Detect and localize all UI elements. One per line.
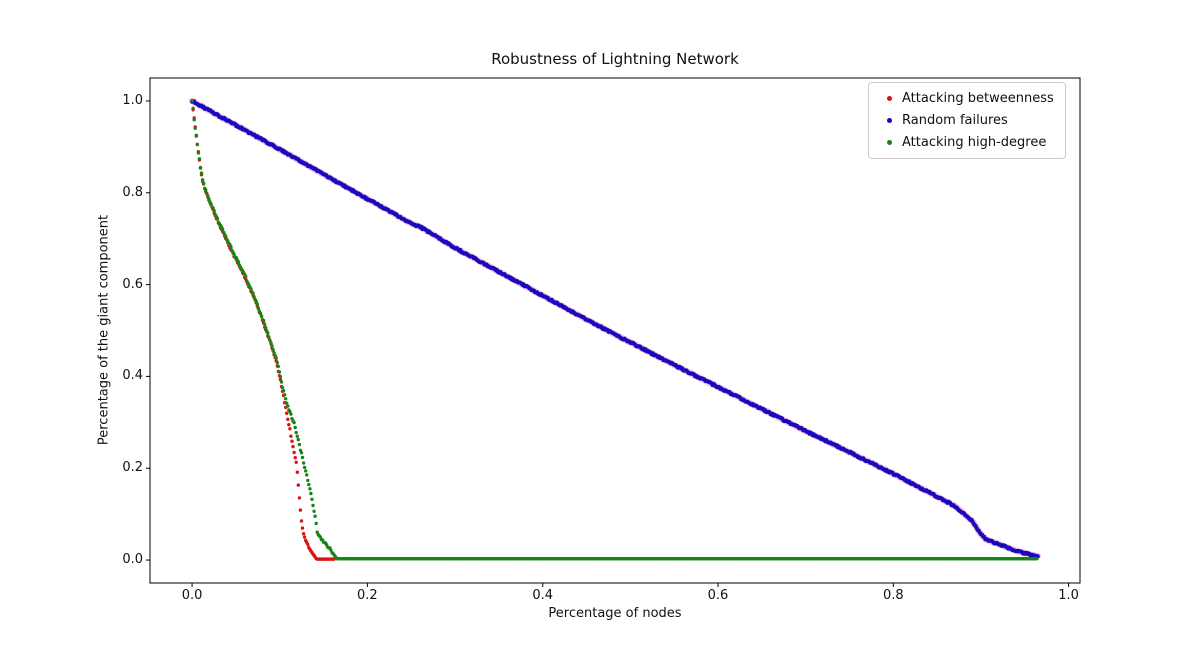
- y-tick-label: 0.4: [122, 368, 143, 384]
- legend-label: Attacking high-degree: [902, 135, 1047, 150]
- x-tick-label: 0.4: [532, 588, 554, 603]
- legend: Attacking betweenness Random failures At…: [868, 82, 1066, 159]
- y-tick-label: 0.8: [122, 184, 143, 200]
- legend-marker-attacking-high-degree-icon: [886, 140, 892, 145]
- y-tick-label: 0.6: [122, 276, 143, 292]
- chart-title: Robustness of Lightning Network: [491, 50, 739, 68]
- legend-item-random-failures: Random failures: [876, 111, 1054, 130]
- series-random-failures: [188, 97, 1042, 560]
- y-axis-label: Percentage of the giant component: [96, 214, 112, 446]
- x-tick-label: 0.0: [181, 588, 203, 603]
- legend-marker-attacking-betweenness-icon: [886, 96, 892, 101]
- x-tick-label: 1.0: [1058, 588, 1079, 603]
- legend-label: Attacking betweenness: [902, 91, 1054, 106]
- y-tick-label: 0.2: [122, 460, 143, 476]
- x-tick-label: 0.2: [357, 588, 378, 603]
- x-tick-label: 0.8: [882, 588, 904, 603]
- series-attacking-high-degree: [190, 98, 1039, 561]
- x-axis-label: Percentage of nodes: [548, 606, 682, 621]
- legend-item-attacking-betweenness: Attacking betweenness: [876, 89, 1054, 108]
- legend-label: Random failures: [902, 113, 1008, 128]
- legend-marker-random-failures-icon: [886, 118, 892, 123]
- x-tick-label: 0.6: [707, 588, 729, 603]
- legend-item-attacking-high-degree: Attacking high-degree: [876, 133, 1054, 152]
- y-tick-label: 1.0: [122, 92, 143, 108]
- y-tick-label: 0.0: [122, 552, 143, 568]
